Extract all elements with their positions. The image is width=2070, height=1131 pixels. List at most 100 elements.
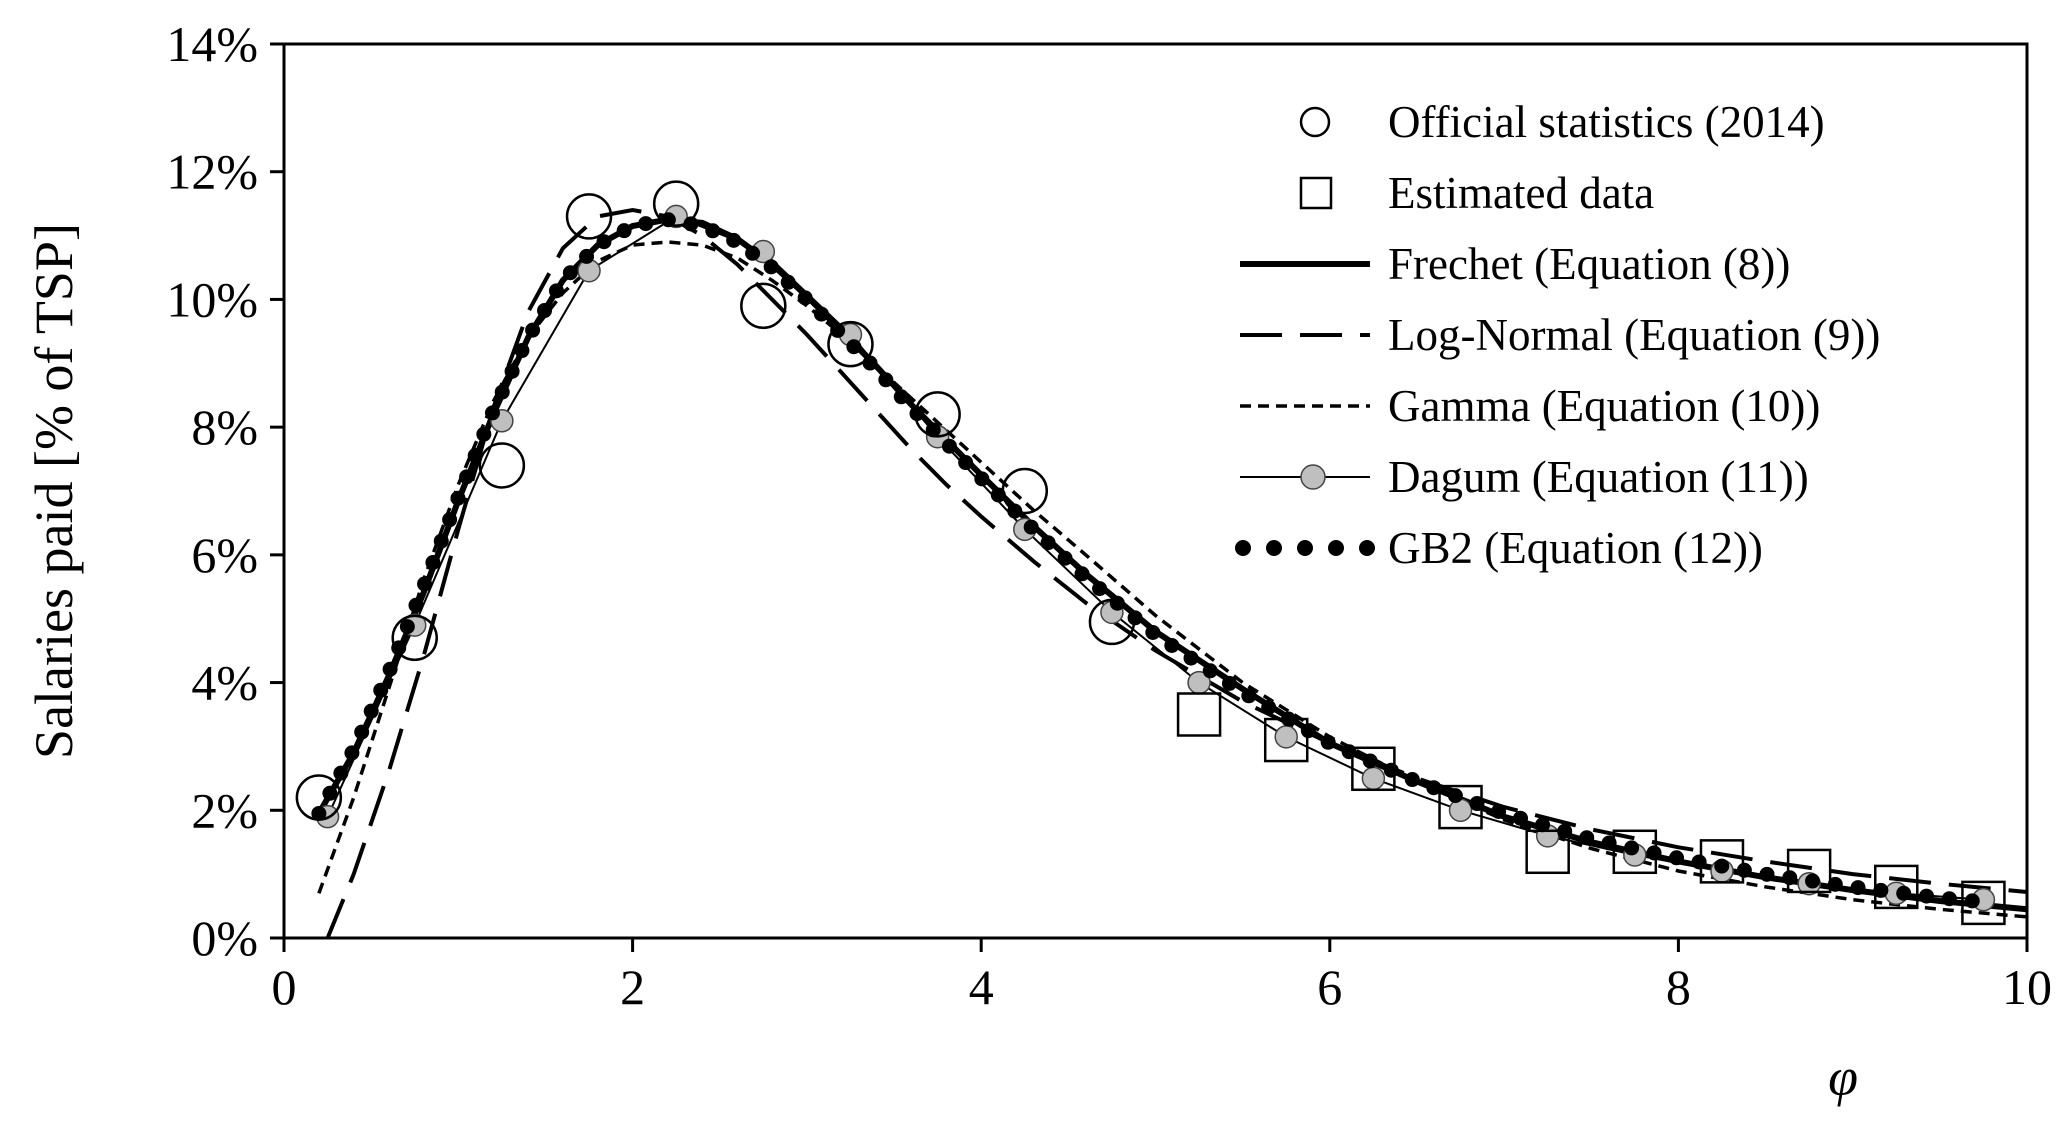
gb2-dot bbox=[459, 469, 475, 485]
gb2-dot bbox=[417, 576, 433, 592]
gb2-dot bbox=[467, 448, 483, 464]
gb2-dot bbox=[1896, 885, 1912, 901]
estimated-data-marker bbox=[1438, 784, 1483, 830]
dagum-marker bbox=[1274, 725, 1298, 749]
gb2-dot bbox=[311, 805, 327, 821]
x-tick-label: 0 bbox=[272, 959, 297, 1015]
gb2-dot bbox=[1145, 624, 1161, 640]
official-statistics-marker bbox=[478, 442, 526, 489]
gb2-dot bbox=[974, 471, 990, 487]
gb2-dot bbox=[862, 355, 878, 371]
ticks-layer bbox=[270, 42, 2029, 952]
y-tick-label: 14% bbox=[166, 16, 258, 72]
gb2-dot bbox=[830, 322, 846, 338]
gb2-dot bbox=[1447, 788, 1463, 804]
official-statistics-marker bbox=[740, 282, 787, 330]
legend-symbol-dot bbox=[1359, 540, 1375, 556]
gb2-dot bbox=[322, 785, 338, 801]
gb2-dot bbox=[1202, 663, 1218, 679]
legend-label: Frechet (Equation (8)) bbox=[1388, 239, 1790, 289]
legend-label: Gamma (Equation (10)) bbox=[1388, 381, 1820, 431]
estimated-data-marker bbox=[1874, 864, 1919, 910]
official-statistics-marker bbox=[827, 320, 874, 368]
gb2-dot bbox=[433, 533, 449, 549]
gb2-dot bbox=[1164, 637, 1180, 653]
gb2-dot bbox=[745, 245, 761, 261]
gb2-dot bbox=[579, 248, 595, 264]
legend-label: Log-Normal (Equation (9)) bbox=[1388, 310, 1880, 360]
y-tick-label: 12% bbox=[166, 144, 258, 200]
labels-layer: 0 2 4 6 8 10 0% 2% 4% 6% 8% 10% 12% 14% Salaries paid … bbox=[24, 16, 2052, 1107]
dagum-marker bbox=[1361, 766, 1386, 791]
official-statistics-marker bbox=[1088, 598, 1136, 646]
gb2-dot bbox=[450, 490, 466, 506]
x-tick-label: 4 bbox=[969, 959, 994, 1015]
legend-symbol-dot bbox=[1297, 540, 1313, 556]
gb2-dot bbox=[705, 223, 721, 239]
gb2-dot bbox=[425, 554, 441, 570]
gb2-dot bbox=[763, 259, 779, 275]
plot-area-frame bbox=[282, 42, 2029, 940]
x-tick-label: 2 bbox=[620, 959, 645, 1015]
gb2-dot bbox=[1183, 650, 1199, 666]
gb2-dot bbox=[1057, 550, 1073, 566]
x-tick-label: 10 bbox=[2002, 959, 2052, 1015]
legend-symbol-open-square bbox=[1299, 176, 1333, 210]
gb2-dot bbox=[333, 765, 349, 781]
estimated-data-marker bbox=[1961, 880, 2006, 926]
gb2-dot bbox=[354, 724, 370, 740]
gb2-dot bbox=[1092, 581, 1108, 597]
x-tick-label: 6 bbox=[1317, 959, 1342, 1015]
gb2-dot bbox=[408, 597, 424, 613]
series-layer bbox=[295, 180, 2027, 938]
gb2-dot bbox=[1362, 753, 1378, 769]
gb2-dot bbox=[813, 306, 829, 322]
legend: Official statistics (2014) Estimated data… bbox=[1235, 97, 1880, 573]
estimated-data-marker bbox=[1263, 717, 1309, 763]
official-statistics-marker bbox=[652, 180, 700, 227]
gb2-dot bbox=[1714, 858, 1730, 874]
gb2-dot bbox=[638, 216, 654, 232]
gb2-dot bbox=[1221, 675, 1237, 691]
axis-frame-layer bbox=[282, 42, 2029, 940]
gb2-dot bbox=[1383, 762, 1399, 778]
gb2-dot bbox=[941, 438, 957, 454]
gb2-dot bbox=[1964, 893, 1980, 909]
gb2-dot bbox=[548, 283, 564, 299]
gb2-dot bbox=[363, 703, 379, 719]
gb2-dot bbox=[878, 372, 894, 388]
legend-label: Estimated data bbox=[1388, 168, 1654, 218]
legend-label: GB2 (Equation (12)) bbox=[1388, 523, 1763, 573]
series-clip-group bbox=[295, 180, 2027, 938]
gb2-dot bbox=[596, 234, 612, 250]
gb2-dot bbox=[1669, 850, 1685, 866]
gb2-dot bbox=[1241, 688, 1257, 704]
gb2-dot bbox=[1805, 873, 1821, 889]
gb2-dot bbox=[1040, 535, 1056, 551]
gb2-dot bbox=[1919, 888, 1935, 904]
gb2-dot bbox=[1850, 880, 1866, 896]
gb2-dot bbox=[344, 745, 360, 761]
gb2-dot bbox=[525, 322, 541, 338]
gb2-dot bbox=[504, 363, 520, 379]
gb2-dot bbox=[1261, 699, 1277, 715]
x-tick-label: 8 bbox=[1666, 959, 1691, 1015]
gb2-dot bbox=[562, 265, 578, 281]
official-statistics-marker bbox=[565, 193, 613, 240]
gb2-dot bbox=[616, 223, 632, 239]
y-tick-label: 8% bbox=[191, 399, 258, 455]
official-statistics-marker bbox=[1001, 467, 1049, 515]
gb2-dot bbox=[1736, 862, 1752, 878]
gb2-dot bbox=[1535, 817, 1551, 833]
official-statistics-marker bbox=[295, 774, 343, 821]
gb2-dot bbox=[797, 290, 813, 306]
gb2-dot bbox=[846, 339, 862, 355]
official-statistics-marker bbox=[391, 614, 438, 662]
gb2-dot bbox=[726, 232, 742, 248]
gb2-dot bbox=[1404, 772, 1420, 788]
legend-symbol-dot bbox=[1266, 540, 1282, 556]
legend-label: Official statistics (2014) bbox=[1388, 97, 1825, 147]
gb2-dot bbox=[373, 682, 389, 698]
